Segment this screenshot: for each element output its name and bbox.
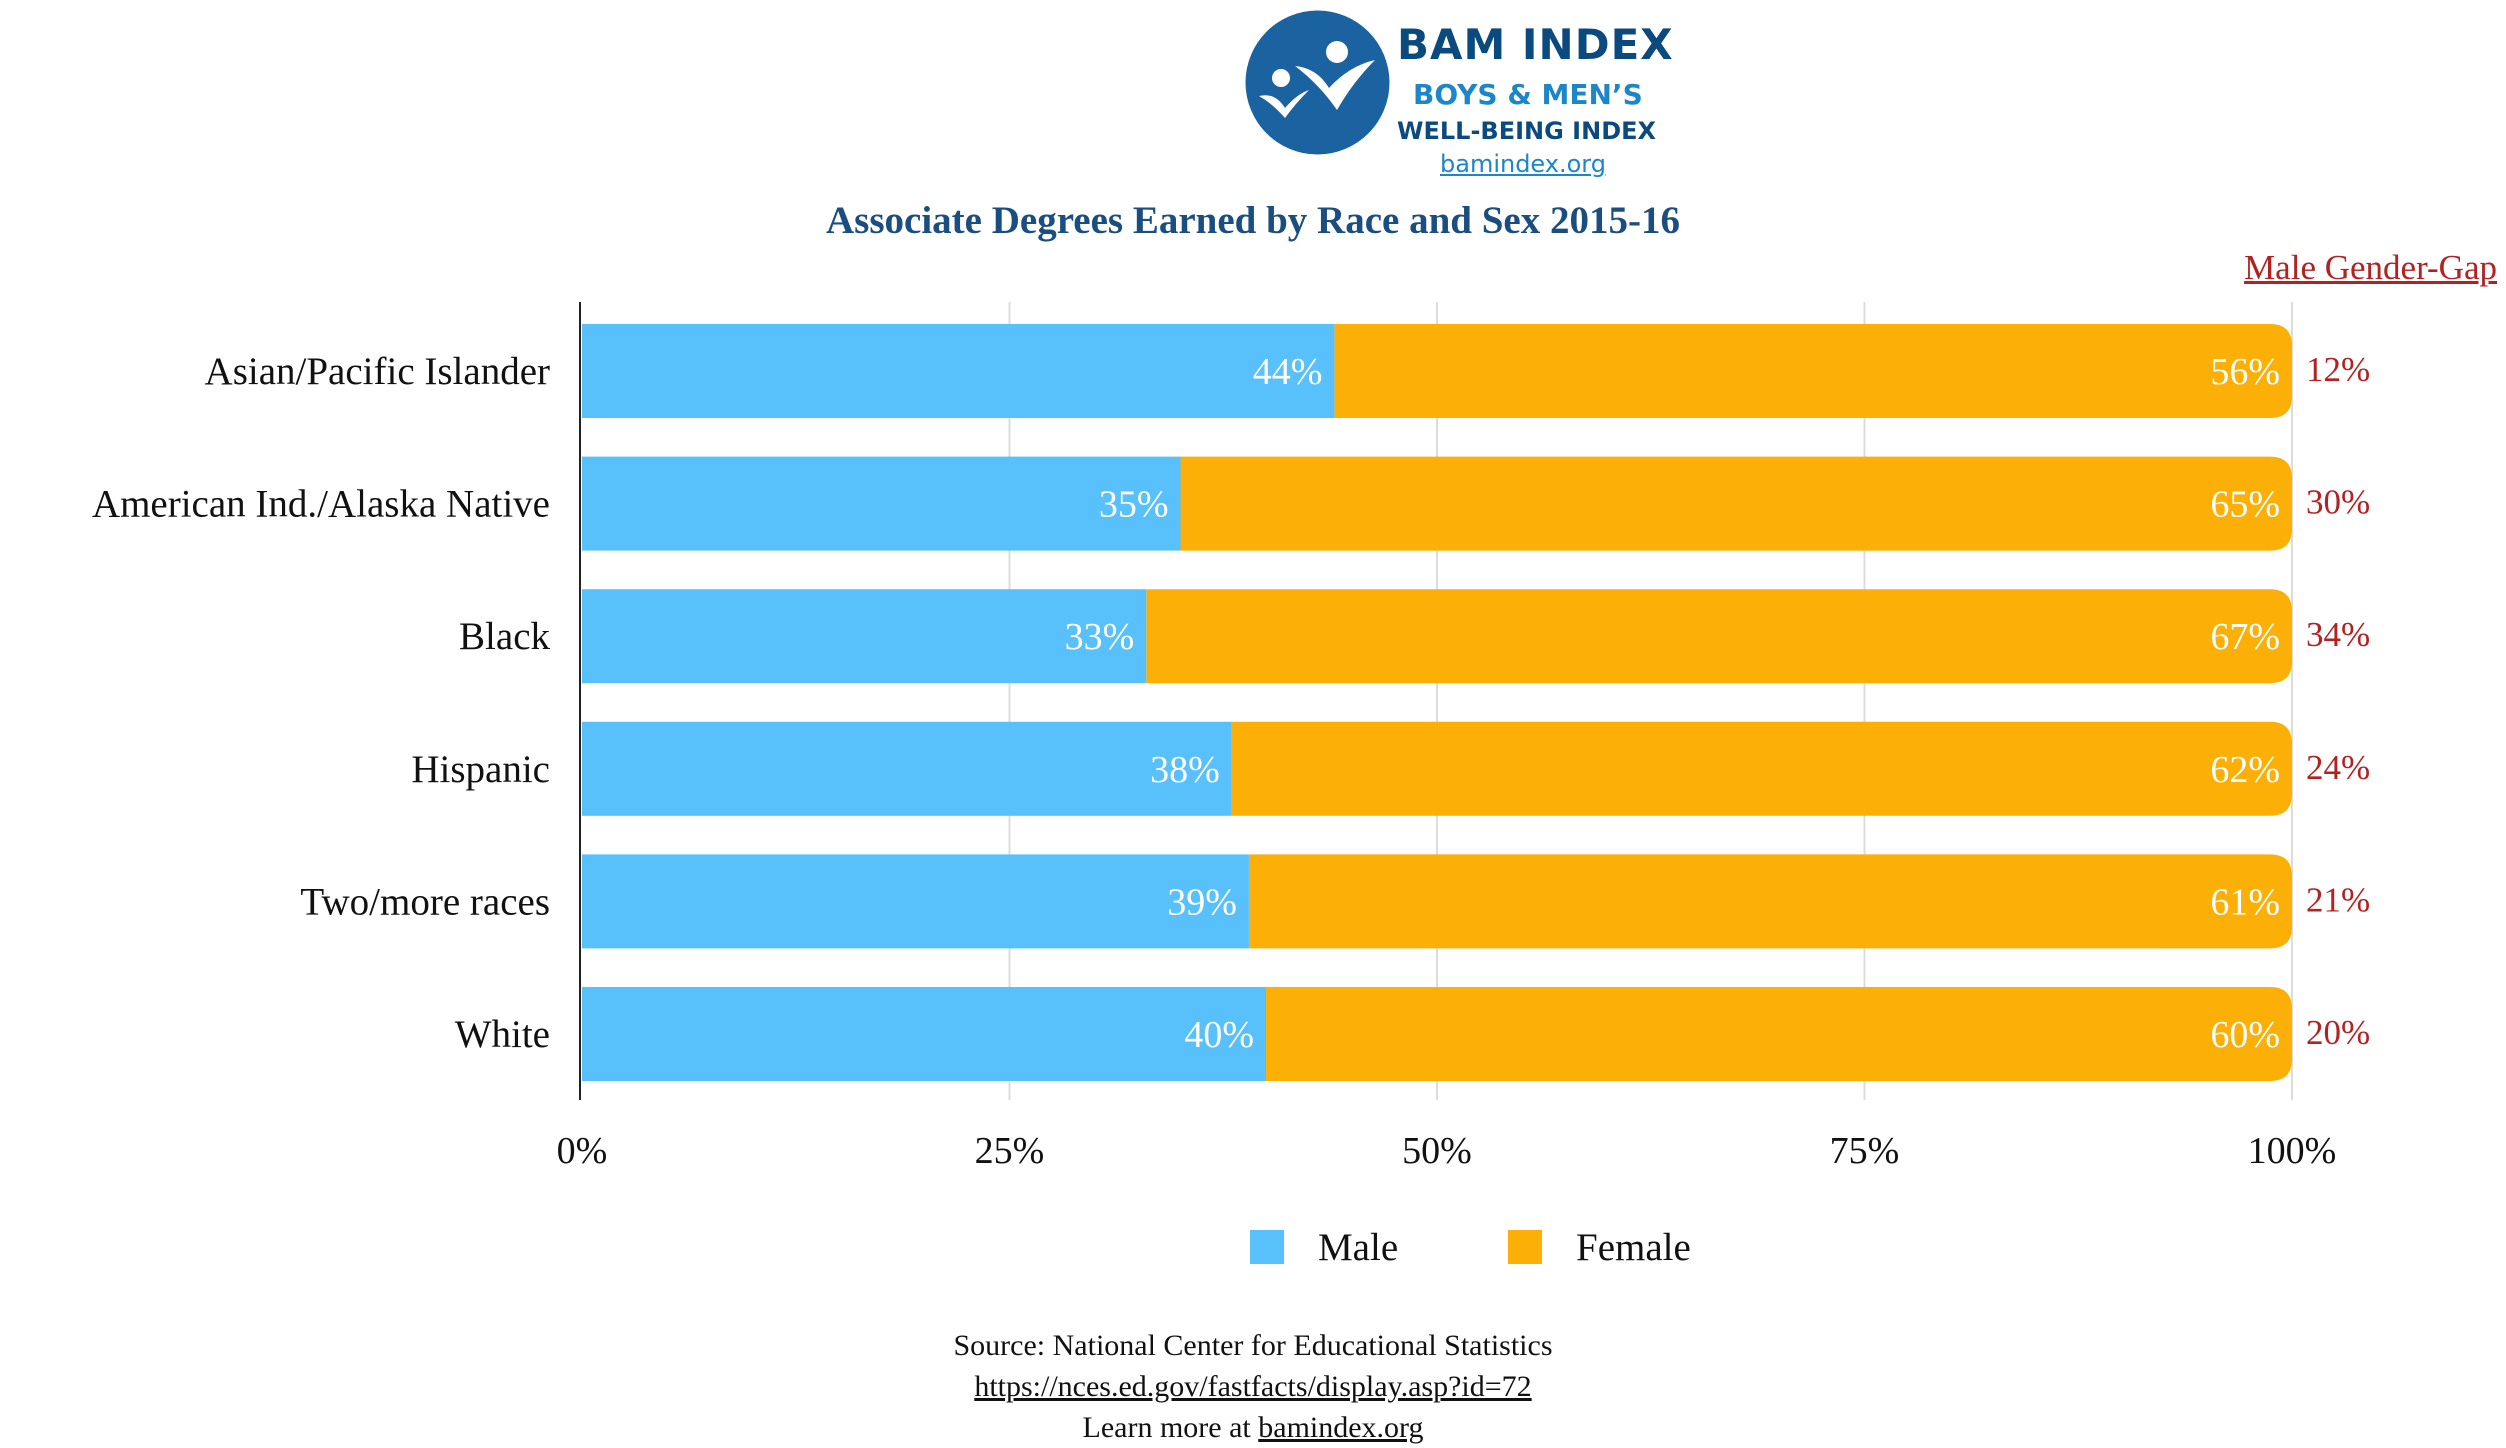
bam-index-logo: BAM INDEX BOYS & MEN’S WELL-BEING INDEX … — [1245, 10, 1685, 178]
gender-gap-label: 12% — [2306, 350, 2370, 389]
data-label-male: 39% — [1167, 881, 1237, 923]
category-label: Hispanic — [411, 748, 550, 791]
source-text: Source: National Center for Educational … — [953, 1329, 1553, 1362]
legend-swatch-female — [1508, 1230, 1542, 1264]
logo-subtitle-2: WELL-BEING INDEX — [1397, 117, 1657, 145]
data-label-female: 62% — [2210, 749, 2280, 791]
chart-legend: Male Female — [0, 1222, 2506, 1272]
category-label: American Ind./Alaska Native — [92, 483, 550, 526]
logo-title: BAM INDEX — [1397, 20, 1674, 69]
x-tick-label: 25% — [975, 1130, 1045, 1172]
bar-female — [1266, 987, 2292, 1081]
data-label-female: 60% — [2210, 1014, 2280, 1056]
legend-label-male: Male — [1318, 1225, 1399, 1269]
data-label-male: 35% — [1099, 484, 1169, 526]
bar-female — [1146, 589, 2292, 684]
category-label: Two/more races — [300, 880, 550, 923]
data-label-male: 40% — [1184, 1014, 1254, 1056]
category-label: Black — [459, 615, 550, 658]
data-label-male: 44% — [1253, 351, 1323, 393]
legend-item-male: Male — [1250, 1222, 1398, 1272]
logo-website-link[interactable]: bamindex.org — [1440, 150, 1606, 178]
data-label-male: 38% — [1150, 749, 1220, 791]
chart-title: Associate Degrees Earned by Race and Sex… — [826, 199, 1680, 242]
chart-footer: Source: National Center for Educational … — [0, 1325, 2506, 1448]
data-label-male: 33% — [1065, 616, 1135, 658]
x-tick-label: 50% — [1402, 1130, 1472, 1172]
x-tick-label: 100% — [2248, 1130, 2337, 1172]
category-label: Asian/Pacific Islander — [205, 350, 550, 393]
x-tick-label: 75% — [1830, 1130, 1900, 1172]
gender-gap-header: Male Gender-Gap — [2244, 248, 2497, 287]
bam-logo-emblem-icon — [1245, 10, 1390, 155]
gender-gap-label: 34% — [2306, 615, 2370, 654]
data-label-female: 61% — [2210, 881, 2280, 923]
bar-female — [1248, 854, 2292, 949]
data-label-female: 65% — [2210, 484, 2280, 526]
learn-more-line: Learn more at bamindex.org — [0, 1407, 2506, 1448]
bar-male — [582, 324, 1335, 418]
legend-swatch-male — [1250, 1230, 1284, 1264]
data-label-female: 56% — [2210, 351, 2280, 393]
legend-label-female: Female — [1576, 1225, 1691, 1269]
gender-gap-label: 30% — [2306, 483, 2370, 522]
bar-female — [1334, 324, 2292, 418]
gender-gap-label: 24% — [2306, 748, 2370, 787]
learn-more-link[interactable]: bamindex.org — [1258, 1411, 1424, 1444]
gender-gap-label: 20% — [2306, 1013, 2370, 1052]
data-label-female: 67% — [2210, 616, 2280, 658]
bar-male — [582, 589, 1147, 684]
gender-gap-label: 21% — [2306, 880, 2370, 919]
x-tick-label: 0% — [557, 1130, 608, 1172]
bar-female — [1180, 456, 2292, 551]
legend-item-female: Female — [1508, 1222, 1691, 1272]
bar-female — [1231, 721, 2292, 816]
source-url-link[interactable]: https://nces.ed.gov/fastfacts/display.as… — [974, 1370, 1532, 1403]
bar-male — [582, 854, 1249, 949]
bar-male — [582, 456, 1181, 551]
category-label: White — [455, 1013, 550, 1056]
bar-male — [582, 721, 1232, 816]
logo-subtitle: BOYS & MEN’S — [1413, 78, 1643, 111]
bar-male — [582, 987, 1266, 1081]
learn-more-text: Learn more at — [1082, 1411, 1259, 1444]
